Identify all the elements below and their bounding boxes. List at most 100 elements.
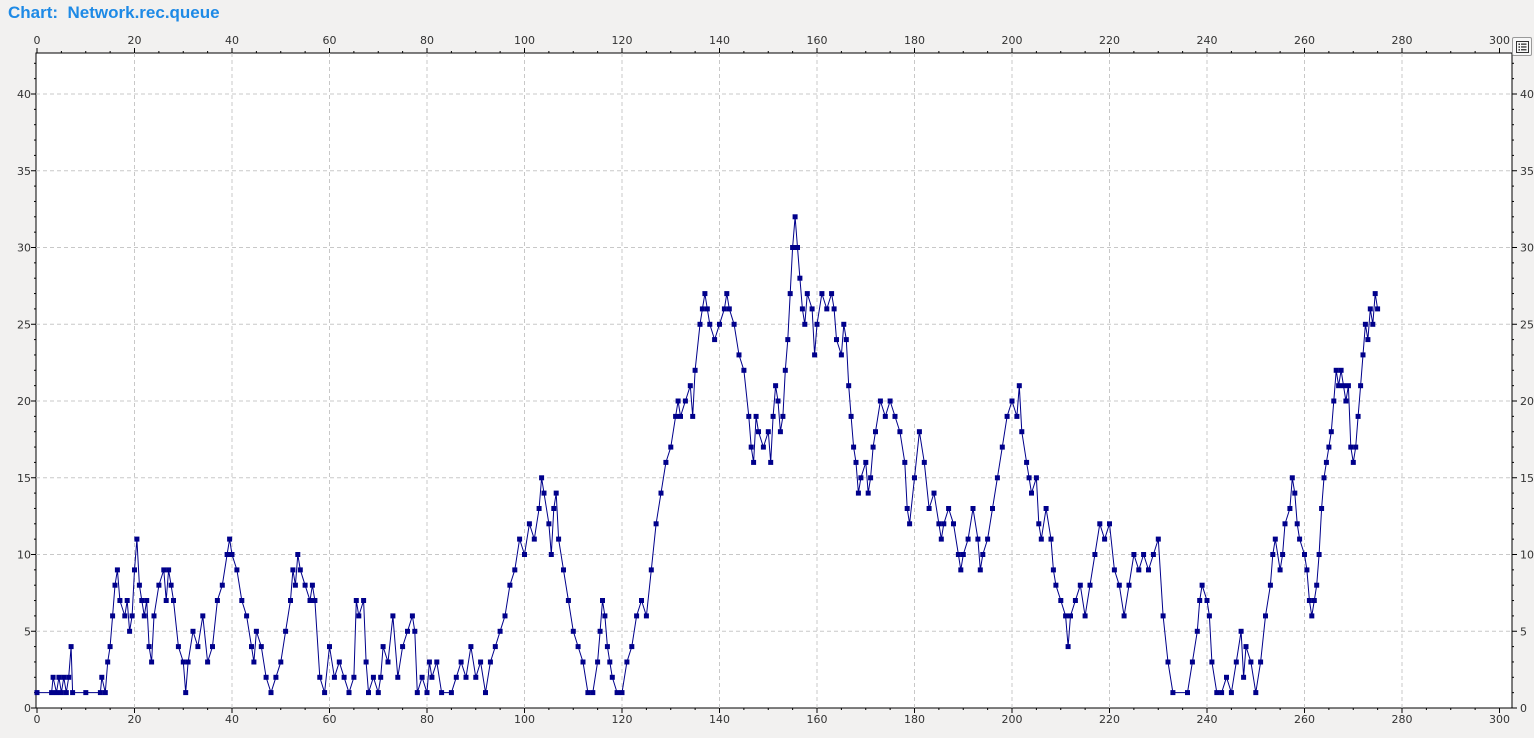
data-point [317,674,323,680]
data-point [1302,552,1307,557]
tick-labels: 0020204040606080801001001201201401401601… [17,34,1534,726]
data-point [258,644,264,650]
data-point [1136,567,1142,573]
data-point [63,690,69,696]
data-point [907,521,913,527]
data-point [951,521,956,527]
data-point [185,659,191,665]
data-point [990,506,995,511]
data-point [366,690,371,696]
data-point [904,506,910,511]
x-tick-label-top: 60 [323,34,337,47]
data-point [1277,567,1283,573]
data-point [190,628,196,634]
data-point [824,306,830,312]
data-point [224,552,230,557]
data-point [1270,552,1276,557]
data-point [702,291,708,297]
data-point [1287,506,1293,511]
data-point [787,291,793,297]
data-point [1170,690,1176,696]
data-point [877,398,883,404]
data-point [156,582,162,588]
data-point [829,291,835,297]
data-point [812,352,818,358]
data-point [1199,582,1205,588]
data-point [1372,291,1378,297]
data-point [463,674,469,680]
data-point [892,413,898,419]
data-point [1065,644,1071,650]
data-point [1241,674,1247,680]
data-point [268,690,274,696]
data-point [507,582,513,588]
data-point [782,367,788,373]
data-point [97,690,103,696]
data-point [604,644,610,650]
data-point [958,567,964,573]
data-point [536,506,542,511]
data-point [127,628,133,634]
data-point [1141,552,1147,557]
data-point [614,690,620,696]
data-point [1016,383,1022,389]
data-point [68,644,74,650]
x-tick-label-top: 180 [904,34,925,47]
data-point [205,659,211,665]
data-point [916,429,922,435]
data-point [227,536,233,542]
data-point [585,690,591,696]
legend-toggle-button[interactable] [1512,37,1532,56]
data-point [473,674,479,680]
data-point [1026,475,1032,481]
y-tick-label-right: 35 [1520,165,1534,178]
data-point [975,536,981,542]
data-point [1029,490,1034,496]
data-point [210,644,215,650]
data-point [327,644,332,650]
data-point [331,674,337,680]
x-tick-label-bottom: 60 [323,713,337,726]
axis-ticks [31,48,1517,713]
data-point [163,598,169,603]
x-tick-label-top: 80 [420,34,434,47]
series [34,214,1381,696]
x-tick-label-bottom: 100 [514,713,535,726]
data-point [1131,552,1137,557]
data-point [602,613,608,619]
data-point [161,567,167,573]
data-point [171,598,176,603]
data-point [658,490,664,496]
data-point [1146,567,1151,573]
data-point [580,659,586,665]
data-point [692,367,698,373]
data-point [134,536,140,542]
data-point [780,413,786,419]
data-point [741,367,747,373]
data-point [144,598,150,603]
data-point [561,567,566,573]
y-tick-label-right: 10 [1520,549,1534,562]
data-point [49,690,55,696]
data-point [746,413,752,419]
data-point [1126,582,1132,588]
data-point [848,413,854,419]
data-point [1116,582,1122,588]
data-point [1155,536,1161,542]
data-point [760,444,766,450]
y-tick-label-left: 35 [17,165,31,178]
data-point [129,613,135,619]
data-point [624,659,630,665]
data-point [251,659,257,665]
y-tick-label-right: 25 [1520,318,1534,331]
x-tick-label-bottom: 300 [1489,713,1510,726]
data-point [390,613,396,619]
x-tick-label-top: 220 [1099,34,1120,47]
data-point [1150,552,1156,557]
y-tick-label-right: 40 [1520,88,1534,101]
x-tick-label-bottom: 140 [709,713,730,726]
data-point [1348,444,1354,450]
data-point [926,506,932,511]
data-point [229,552,235,557]
data-point [619,690,625,696]
